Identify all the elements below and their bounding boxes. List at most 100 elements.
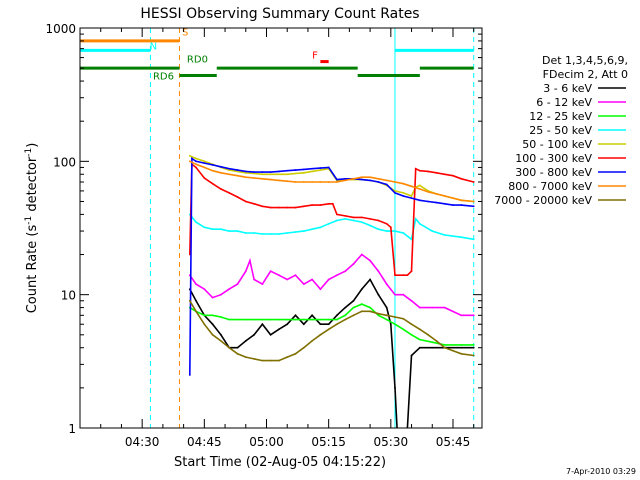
data-point-7-29 bbox=[427, 190, 430, 193]
data-point-1-24 bbox=[377, 270, 380, 273]
x-tick-label-2: 05:00 bbox=[249, 435, 284, 449]
data-point-0-13 bbox=[294, 314, 297, 317]
data-point-2-3 bbox=[211, 314, 214, 317]
flag-labels: S N RD0 RD6 F bbox=[150, 27, 318, 82]
data-point-6-32 bbox=[443, 202, 446, 205]
data-point-2-7 bbox=[244, 318, 247, 321]
data-point-1-13 bbox=[286, 278, 289, 281]
data-point-7-8 bbox=[253, 177, 255, 179]
data-point-7-16 bbox=[319, 181, 322, 183]
data-point-8-8 bbox=[253, 357, 255, 360]
data-point-3-19 bbox=[344, 218, 347, 220]
data-point-8-1 bbox=[195, 310, 197, 313]
y-label-sup1: -1 bbox=[24, 216, 34, 225]
data-point-0-4 bbox=[220, 333, 222, 336]
data-point-2-17 bbox=[327, 318, 330, 321]
data-point-6-3 bbox=[203, 162, 206, 164]
data-point-6-18 bbox=[327, 166, 330, 169]
data-point-5-38 bbox=[460, 177, 463, 180]
data-point-4-1 bbox=[195, 157, 197, 160]
data-point-0-26 bbox=[394, 386, 396, 389]
legend-header-2: FDecim 2, Att 0 bbox=[543, 68, 628, 81]
data-point-0-29 bbox=[410, 354, 413, 357]
data-point-2-28 bbox=[418, 338, 421, 341]
data-point-1-2 bbox=[203, 288, 206, 291]
data-point-3-6 bbox=[236, 230, 239, 232]
data-point-8-18 bbox=[336, 323, 338, 326]
data-point-7-14 bbox=[302, 181, 305, 183]
data-point-7-4 bbox=[220, 171, 222, 174]
data-point-8-29 bbox=[427, 333, 430, 336]
data-point-2-15 bbox=[311, 318, 313, 321]
legend-label-4: 50 - 100 keV bbox=[522, 138, 592, 151]
data-point-4-6 bbox=[236, 170, 239, 173]
x-axis: 04:30 04:45 05:00 05:15 05:30 05:45 bbox=[100, 28, 475, 449]
data-point-6-31 bbox=[435, 201, 438, 204]
data-point-2-23 bbox=[377, 314, 380, 317]
data-point-2-11 bbox=[278, 318, 280, 321]
data-point-8-34 bbox=[472, 354, 475, 357]
data-point-0-21 bbox=[360, 288, 363, 291]
data-point-2-13 bbox=[294, 318, 297, 321]
data-point-3-3 bbox=[211, 228, 214, 231]
data-point-4-7 bbox=[244, 171, 247, 174]
data-point-0-7 bbox=[244, 340, 247, 342]
x-tick-label-4: 05:30 bbox=[374, 435, 409, 449]
data-point-0-19 bbox=[344, 306, 347, 309]
data-point-0-33 bbox=[460, 346, 463, 349]
data-point-6-23 bbox=[369, 179, 372, 182]
data-point-6-11 bbox=[269, 171, 272, 174]
plot-area: S N RD0 RD6 F bbox=[80, 27, 475, 428]
data-point-5-25 bbox=[377, 219, 380, 222]
data-point-7-9 bbox=[261, 177, 264, 180]
data-point-4-15 bbox=[311, 170, 313, 173]
data-point-5-23 bbox=[360, 216, 363, 219]
legend-label-3: 25 - 50 keV bbox=[529, 124, 592, 137]
data-point-0-16 bbox=[319, 323, 322, 326]
data-point-2-19 bbox=[344, 314, 347, 317]
data-point-8-4 bbox=[220, 340, 222, 342]
data-point-5-14 bbox=[294, 206, 297, 209]
flag-label-4: F bbox=[312, 51, 318, 62]
data-point-8-7 bbox=[244, 356, 247, 359]
data-point-0-22 bbox=[369, 278, 372, 281]
data-point-2-14 bbox=[302, 318, 305, 321]
data-point-7-18 bbox=[336, 181, 338, 183]
data-point-3-4 bbox=[220, 228, 222, 231]
data-point-1-7 bbox=[244, 270, 247, 273]
data-point-5-37 bbox=[452, 174, 454, 177]
data-point-1-12 bbox=[278, 274, 280, 277]
data-point-5-18 bbox=[327, 202, 330, 205]
data-point-3-16 bbox=[319, 226, 322, 229]
data-point-1-8 bbox=[249, 259, 251, 262]
data-point-7-23 bbox=[377, 177, 380, 180]
legend-label-6: 300 - 800 keV bbox=[515, 166, 592, 179]
data-point-3-7 bbox=[244, 232, 247, 234]
data-point-5-36 bbox=[443, 173, 446, 176]
data-point-5-7 bbox=[236, 196, 239, 198]
data-point-6-30 bbox=[427, 200, 430, 203]
data-point-5-10 bbox=[261, 205, 264, 208]
data-point-5-8 bbox=[244, 200, 247, 203]
data-point-6-5 bbox=[220, 165, 222, 168]
data-point-5-31 bbox=[410, 270, 413, 273]
data-point-8-31 bbox=[443, 346, 446, 349]
data-point-7-7 bbox=[244, 176, 247, 179]
data-point-6-26 bbox=[394, 191, 396, 194]
data-point-8-19 bbox=[344, 318, 347, 321]
data-point-3-25 bbox=[394, 230, 396, 232]
data-point-5-27 bbox=[389, 226, 392, 229]
data-point-0-25 bbox=[389, 323, 392, 326]
data-point-7-2 bbox=[203, 166, 206, 169]
data-point-0-23 bbox=[377, 293, 380, 296]
x-tick-label-0: 04:30 bbox=[125, 435, 160, 449]
data-point-7-21 bbox=[360, 176, 363, 179]
plot-frame bbox=[79, 27, 483, 429]
y-tick-label-2: 100 bbox=[53, 155, 76, 169]
data-point-6-14 bbox=[294, 169, 297, 171]
legend-label-2: 12 - 25 keV bbox=[529, 110, 592, 123]
data-point-3-9 bbox=[261, 233, 264, 235]
data-point-8-11 bbox=[278, 359, 280, 362]
data-point-6-35 bbox=[472, 205, 475, 208]
